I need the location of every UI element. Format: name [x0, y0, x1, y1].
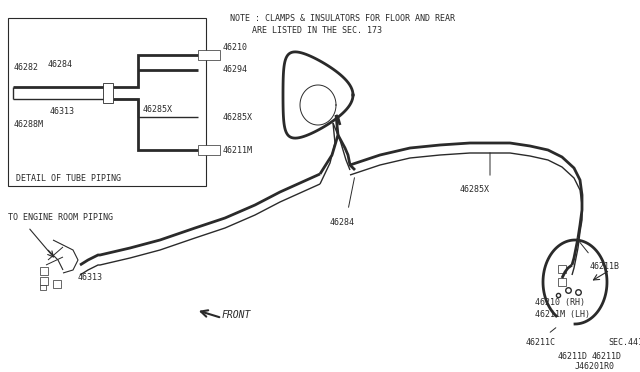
- Bar: [198, 50, 220, 60]
- Text: 46211D: 46211D: [558, 352, 588, 361]
- Text: 46210: 46210: [223, 43, 248, 52]
- Text: TO ENGINE ROOM PIPING: TO ENGINE ROOM PIPING: [8, 213, 113, 222]
- Text: 46313: 46313: [50, 107, 75, 116]
- Bar: [40, 285, 46, 290]
- Text: 46285X: 46285X: [460, 185, 490, 194]
- Text: 46210 (RH): 46210 (RH): [535, 298, 585, 307]
- Text: 46284: 46284: [330, 218, 355, 227]
- Text: 46285X: 46285X: [143, 105, 173, 114]
- Text: 46211M: 46211M: [223, 146, 253, 155]
- Text: 46211C: 46211C: [526, 338, 556, 347]
- Text: 46294: 46294: [223, 65, 248, 74]
- Text: 46313: 46313: [78, 273, 103, 282]
- Text: NOTE : CLAMPS & INSULATORS FOR FLOOR AND REAR: NOTE : CLAMPS & INSULATORS FOR FLOOR AND…: [230, 14, 455, 23]
- Bar: [40, 267, 48, 275]
- Bar: [198, 145, 220, 155]
- Text: 46284: 46284: [48, 60, 73, 69]
- Bar: [40, 277, 48, 285]
- Text: DETAIL OF TUBE PIPING: DETAIL OF TUBE PIPING: [16, 174, 121, 183]
- Text: J46201R0: J46201R0: [575, 362, 615, 371]
- Bar: [558, 278, 566, 286]
- Text: SEC.441: SEC.441: [608, 338, 640, 347]
- Text: FRONT: FRONT: [222, 310, 252, 320]
- Bar: [8, 18, 206, 186]
- Bar: [558, 265, 566, 273]
- Text: 46211D: 46211D: [592, 352, 622, 361]
- Bar: [53, 280, 61, 288]
- Text: 46288M: 46288M: [14, 120, 44, 129]
- Bar: [103, 83, 113, 103]
- Text: 46211B: 46211B: [590, 262, 620, 271]
- Text: ARE LISTED IN THE SEC. 173: ARE LISTED IN THE SEC. 173: [252, 26, 382, 35]
- Text: 46282: 46282: [14, 63, 39, 72]
- Text: 46211M (LH): 46211M (LH): [535, 310, 590, 319]
- Text: 46285X: 46285X: [223, 113, 253, 122]
